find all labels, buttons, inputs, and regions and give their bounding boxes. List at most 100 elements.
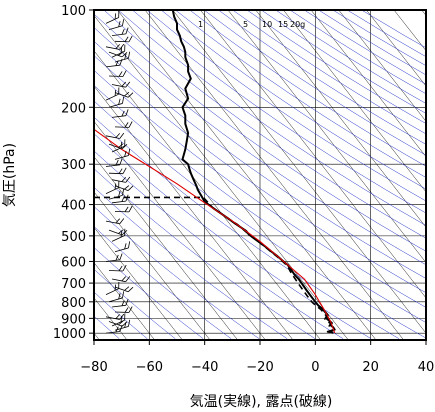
- dry-adiabat: [117, 10, 426, 226]
- wind-barb-flag: [124, 206, 129, 212]
- wind-barb-flag: [120, 141, 123, 148]
- wind-barb-flag: [114, 183, 117, 190]
- wind-barb-flag: [119, 218, 125, 225]
- wind-barb: [111, 44, 126, 58]
- skewed-isotherm: [338, 10, 426, 122]
- dry-adiabat: [146, 10, 426, 202]
- wind-barb-shaft: [105, 331, 120, 334]
- wind-barb-flag: [121, 81, 127, 87]
- x-axis-label: 気温(実線), 露点(破線): [190, 394, 333, 410]
- y-tick-label: 700: [61, 277, 86, 292]
- wind-barb: [111, 27, 129, 36]
- wind-barb-flag: [115, 133, 121, 138]
- mixing-ratio-label: 10: [262, 20, 272, 29]
- wind-barb-shaft: [114, 185, 129, 191]
- y-tick-label: 400: [61, 199, 86, 214]
- wind-barb: [105, 218, 125, 225]
- wind-barb: [114, 35, 133, 43]
- wind-barb-flag: [124, 139, 126, 147]
- wind-barb-flag: [121, 28, 125, 35]
- wind-barb-shaft: [105, 135, 120, 139]
- skewed-isotherm: [283, 10, 426, 193]
- wind-barb-flag: [122, 264, 127, 272]
- wind-barb-flag: [127, 92, 134, 98]
- x-tick-label: −40: [191, 360, 218, 375]
- dry-adiabat: [275, 10, 426, 104]
- wind-barb-shaft: [111, 115, 126, 118]
- wind-barb-shaft: [111, 84, 126, 88]
- wind-barb-flag: [118, 143, 124, 148]
- dry-adiabat: [94, 268, 176, 339]
- wind-barb-flag: [124, 36, 129, 42]
- wind-barb-flag: [124, 313, 126, 321]
- wind-barb: [114, 306, 133, 313]
- wind-barb-shaft: [108, 297, 123, 303]
- wind-barb-flag: [127, 286, 134, 293]
- wind-barb-flag: [128, 121, 133, 128]
- y-tick-label: 900: [61, 312, 86, 327]
- wind-barb-flag: [124, 307, 129, 313]
- x-tick-label: 0: [311, 360, 319, 375]
- wind-barb-flag: [119, 325, 123, 332]
- wind-barb-shaft: [114, 247, 129, 253]
- y-tick-label: 500: [61, 230, 86, 245]
- dry-adiabat: [232, 10, 426, 135]
- skewed-isotherm: [393, 10, 426, 52]
- wind-barb-flag: [119, 43, 125, 50]
- wind-barb-flag: [115, 159, 119, 166]
- dry-adiabat: [94, 85, 426, 323]
- dry-adiabat: [94, 100, 426, 339]
- wind-barb: [114, 205, 133, 213]
- wind-barb-shaft: [108, 103, 123, 108]
- y-tick-label: 300: [61, 158, 86, 173]
- wind-barb-flag: [118, 87, 120, 95]
- wind-barb: [105, 158, 123, 167]
- wind-barb-flag: [128, 241, 131, 249]
- wind-barb-flag: [128, 205, 133, 213]
- wind-barb-flag: [124, 286, 130, 291]
- wind-barb-shaft: [111, 235, 125, 242]
- wind-barb-flag: [125, 109, 129, 116]
- dry-adiabat: [160, 10, 426, 190]
- wind-barb-shaft: [105, 259, 120, 262]
- skewed-isotherm: [94, 262, 155, 340]
- mixing-ratio-label: 5: [243, 20, 248, 29]
- wind-barb-flag: [120, 315, 123, 322]
- dry-adiabat: [94, 13, 426, 252]
- dry-adiabat: [94, 116, 400, 339]
- y-tick-label: 200: [61, 101, 86, 116]
- wind-barb-flag: [114, 90, 117, 96]
- wind-barb-flag: [115, 254, 119, 261]
- dry-adiabat: [94, 247, 204, 339]
- dry-adiabat: [94, 133, 372, 339]
- wind-barb: [105, 281, 120, 295]
- wind-barb-flag: [118, 180, 120, 188]
- wind-barb-shaft: [105, 93, 119, 101]
- dry-adiabat: [94, 150, 344, 339]
- wind-barb: [108, 291, 125, 303]
- skewed-isotherm: [310, 10, 426, 158]
- dry-adiabat: [318, 10, 426, 76]
- dry-adiabat: [94, 168, 316, 339]
- wind-barb-flag: [127, 185, 134, 191]
- wind-barb-shaft: [111, 304, 126, 308]
- wind-barb-flag: [118, 320, 124, 326]
- wind-barb: [111, 109, 129, 118]
- wind-barb-shaft: [111, 33, 126, 36]
- dry-adiabat: [94, 27, 426, 266]
- wind-barb-flag: [124, 122, 129, 128]
- mixing-ratio-label: 1: [198, 20, 203, 29]
- wind-barb-flag: [115, 218, 121, 224]
- dewpoint-line: [94, 196, 335, 334]
- wind-barb-flag: [115, 60, 119, 66]
- label-layer: 1 5 10 15 20g 10020030040050060070080090…: [2, 4, 434, 410]
- wind-barb-flag: [121, 110, 125, 117]
- wind-barb-flag: [124, 321, 127, 328]
- wind-barb-flag: [118, 98, 121, 105]
- dry-adiabat: [132, 10, 426, 214]
- dry-adiabat: [218, 10, 426, 145]
- x-tick-label: −60: [136, 360, 163, 375]
- wind-barb: [111, 276, 131, 283]
- skewed-grid: [94, 10, 426, 340]
- wind-barb-flag: [119, 58, 123, 66]
